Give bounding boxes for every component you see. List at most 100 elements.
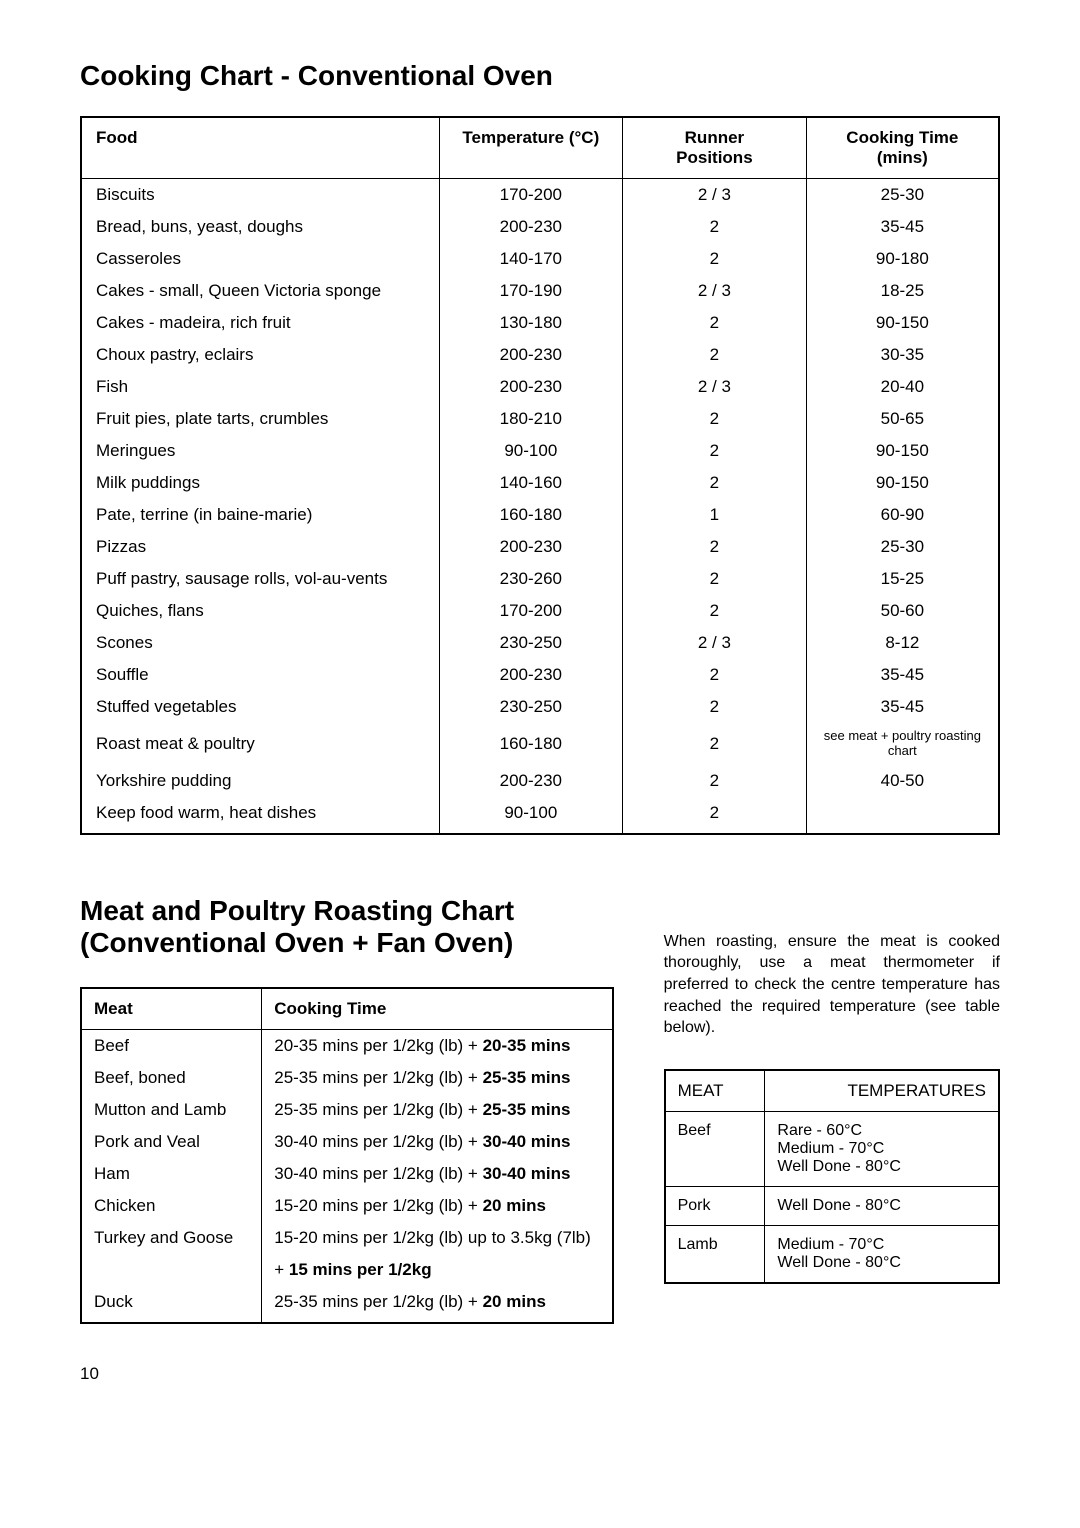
- table-cell: 140-170: [439, 243, 623, 275]
- page-number: 10: [80, 1364, 1000, 1384]
- table-cell: 2: [623, 563, 807, 595]
- table-cell: Chicken: [81, 1190, 262, 1222]
- table-cell: 170-200: [439, 595, 623, 627]
- table-cell: Beef, boned: [81, 1062, 262, 1094]
- table-cell: 35-45: [806, 659, 999, 691]
- table-cell: Pork and Veal: [81, 1126, 262, 1158]
- table-cell: 15-25: [806, 563, 999, 595]
- table-cell: 2: [623, 723, 807, 765]
- col-header-runner: Runner Positions: [623, 117, 807, 179]
- table-cell: 200-230: [439, 531, 623, 563]
- table-cell: 25-35 mins per 1/2kg (lb) + 25-35 mins: [262, 1094, 613, 1126]
- table-cell: 90-100: [439, 435, 623, 467]
- table-cell: [806, 797, 999, 834]
- table-cell: 25-35 mins per 1/2kg (lb) + 25-35 mins: [262, 1062, 613, 1094]
- table-cell: 200-230: [439, 211, 623, 243]
- table-cell: 30-35: [806, 339, 999, 371]
- table-cell: 2: [623, 435, 807, 467]
- table-cell: Casseroles: [81, 243, 439, 275]
- meat-temperatures-table: MEAT TEMPERATURES BeefRare - 60°CMedium …: [664, 1069, 1000, 1284]
- cooking-chart-table: Food Temperature (°C) Runner Positions C…: [80, 116, 1000, 835]
- table-cell: 230-250: [439, 691, 623, 723]
- table-cell: 50-60: [806, 595, 999, 627]
- table-row: Meringues90-100290-150: [81, 435, 999, 467]
- table-cell: 200-230: [439, 765, 623, 797]
- table-cell: 200-230: [439, 659, 623, 691]
- table-cell: 50-65: [806, 403, 999, 435]
- table-cell: Souffle: [81, 659, 439, 691]
- table-cell: Pork: [665, 1186, 765, 1225]
- table-cell: Quiches, flans: [81, 595, 439, 627]
- table-cell: Biscuits: [81, 179, 439, 212]
- table-cell: Beef: [81, 1029, 262, 1062]
- table-row: Yorkshire pudding200-230240-50: [81, 765, 999, 797]
- table-cell: 230-260: [439, 563, 623, 595]
- table-row: Duck25-35 mins per 1/2kg (lb) + 20 mins: [81, 1286, 613, 1323]
- table-cell: 160-180: [439, 499, 623, 531]
- table-cell: 2 / 3: [623, 371, 807, 403]
- table-cell: 15-20 mins per 1/2kg (lb) up to 3.5kg (7…: [262, 1222, 613, 1254]
- table-cell: 160-180: [439, 723, 623, 765]
- table-row: Puff pastry, sausage rolls, vol-au-vents…: [81, 563, 999, 595]
- table-cell: 90-150: [806, 307, 999, 339]
- table-cell: 1: [623, 499, 807, 531]
- table-cell: 90-180: [806, 243, 999, 275]
- table-cell: 2 / 3: [623, 179, 807, 212]
- table-cell: 35-45: [806, 691, 999, 723]
- table-row: Biscuits170-2002 / 325-30: [81, 179, 999, 212]
- col-header-meat: Meat: [81, 988, 262, 1030]
- table-row: Scones230-2502 / 38-12: [81, 627, 999, 659]
- table-row: Cakes - madeira, rich fruit130-180290-15…: [81, 307, 999, 339]
- table-row: Mutton and Lamb25-35 mins per 1/2kg (lb)…: [81, 1094, 613, 1126]
- table-header-row: Meat Cooking Time: [81, 988, 613, 1030]
- table-cell: Fruit pies, plate tarts, crumbles: [81, 403, 439, 435]
- table-row: Beef, boned25-35 mins per 1/2kg (lb) + 2…: [81, 1062, 613, 1094]
- table-cell: Ham: [81, 1158, 262, 1190]
- table-cell: Milk puddings: [81, 467, 439, 499]
- table-cell: 90-150: [806, 435, 999, 467]
- table-row: Casseroles140-170290-180: [81, 243, 999, 275]
- col-header-cooktime: Cooking Time: [262, 988, 613, 1030]
- table-cell: Puff pastry, sausage rolls, vol-au-vents: [81, 563, 439, 595]
- table-cell: 2: [623, 765, 807, 797]
- table-row: BeefRare - 60°CMedium - 70°CWell Done - …: [665, 1111, 999, 1186]
- table-cell: Duck: [81, 1286, 262, 1323]
- table-row: Quiches, flans170-200250-60: [81, 595, 999, 627]
- table-cell: 140-160: [439, 467, 623, 499]
- table-row: Ham30-40 mins per 1/2kg (lb) + 30-40 min…: [81, 1158, 613, 1190]
- table-cell: Choux pastry, eclairs: [81, 339, 439, 371]
- table-cell: 2 / 3: [623, 275, 807, 307]
- table-cell: 2 / 3: [623, 627, 807, 659]
- table-cell: 25-35 mins per 1/2kg (lb) + 20 mins: [262, 1286, 613, 1323]
- table-row: Pork and Veal30-40 mins per 1/2kg (lb) +…: [81, 1126, 613, 1158]
- table-cell: 60-90: [806, 499, 999, 531]
- table-cell: Scones: [81, 627, 439, 659]
- table-row: Fruit pies, plate tarts, crumbles180-210…: [81, 403, 999, 435]
- table-cell: 30-40 mins per 1/2kg (lb) + 30-40 mins: [262, 1126, 613, 1158]
- table-row: Chicken15-20 mins per 1/2kg (lb) + 20 mi…: [81, 1190, 613, 1222]
- table-cell: 20-40: [806, 371, 999, 403]
- table-row: Bread, buns, yeast, doughs200-230235-45: [81, 211, 999, 243]
- col-header-temp: Temperature (°C): [439, 117, 623, 179]
- table-cell: 180-210: [439, 403, 623, 435]
- table-cell: 2: [623, 691, 807, 723]
- table-cell: 2: [623, 531, 807, 563]
- table-row: Fish200-2302 / 320-40: [81, 371, 999, 403]
- table-cell: Pizzas: [81, 531, 439, 563]
- col-header-time: Cooking Time (mins): [806, 117, 999, 179]
- table-row: Milk puddings140-160290-150: [81, 467, 999, 499]
- table-cell: Stuffed vegetables: [81, 691, 439, 723]
- table-cell: 230-250: [439, 627, 623, 659]
- table-cell: 25-30: [806, 531, 999, 563]
- table-row: Pizzas200-230225-30: [81, 531, 999, 563]
- title-cooking-chart: Cooking Chart - Conventional Oven: [80, 60, 1000, 92]
- col-header-meat: MEAT: [665, 1070, 765, 1112]
- table-cell: Keep food warm, heat dishes: [81, 797, 439, 834]
- table-header-row: Food Temperature (°C) Runner Positions C…: [81, 117, 999, 179]
- table-cell: 170-200: [439, 179, 623, 212]
- table-cell: 20-35 mins per 1/2kg (lb) + 20-35 mins: [262, 1029, 613, 1062]
- table-cell: Fish: [81, 371, 439, 403]
- table-cell: 15-20 mins per 1/2kg (lb) + 20 mins: [262, 1190, 613, 1222]
- table-cell: 2: [623, 211, 807, 243]
- table-cell: 2: [623, 467, 807, 499]
